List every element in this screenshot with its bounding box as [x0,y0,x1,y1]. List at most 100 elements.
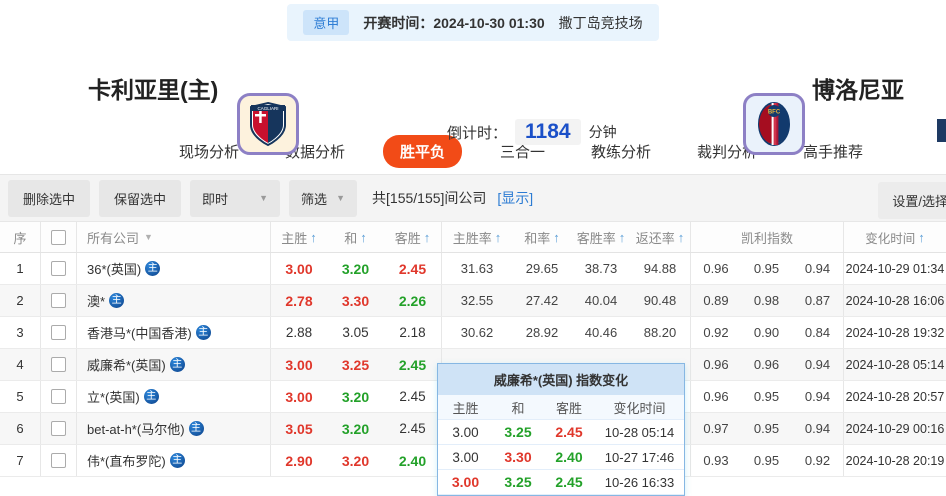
chevron-down-icon: ▼ [259,193,269,203]
row-checkbox[interactable] [40,381,76,412]
rate-value: 90.48 [643,293,677,308]
change-time: 2024-10-29 00:16 [843,413,946,444]
popup-change-time: 10-27 17:46 [604,449,675,465]
change-time: 2024-10-28 19:32 [843,317,946,348]
odds-value: 3.20 [341,452,370,469]
keep-selected-button[interactable]: 保留选中 [99,179,182,217]
header-kelly: 凯利指数 [690,222,843,252]
popup-odds-value: 3.25 [504,474,532,490]
odds-value: 2.40 [398,452,427,469]
row-checkbox[interactable] [40,317,76,348]
rate-value: 31.63 [441,253,512,284]
header-company-label: 所有公司 [87,230,140,246]
header-company[interactable]: 所有公司 ▼ [76,222,270,252]
table-row: 1 36*(英国) 主 3.00 3.20 2.45 31.63 29.65 38.73 94.8… [0,253,946,285]
company-name[interactable]: 伟*(直布罗陀) 主 [76,445,270,476]
home-team-crest: CAGLIARI [237,93,299,155]
company-name[interactable]: 澳* 主 [76,285,270,316]
countdown: 倒计时： 1184 分钟 [447,119,617,145]
header-away-label: 客胜 [394,230,421,246]
settings-button[interactable]: 设置/选择 [878,182,946,219]
company-name[interactable]: 威廉希*(英国) 主 [76,349,270,380]
header-draw-rate-label: 和率 [524,230,551,246]
tab-三合一[interactable]: 三合一 [499,143,545,161]
tab-现场分析[interactable]: 现场分析 [178,143,239,161]
kelly-value: 0.92 [690,317,741,348]
company-label: 立*(英国) [87,390,140,405]
company-name[interactable]: 36*(英国) 主 [76,253,270,284]
match-header: 卡利亚里(主) CAGLIARI 倒计时： 1184 分钟 BFC 博洛尼亚 [0,45,946,155]
kelly-value: 0.94 [804,261,831,276]
header-away-rate[interactable]: 客胜率 ↑ [572,222,630,252]
popup-odds-value: 2.45 [555,424,583,440]
sort-up-icon: ↑ [618,229,626,245]
kelly-value: 0.95 [753,453,780,468]
row-seq: 6 [16,421,24,436]
tab-裁判分析[interactable]: 裁判分析 [697,143,758,161]
chevron-down-icon: ▼ [336,193,346,203]
kelly-value: 0.96 [690,349,741,380]
popup-header-cell: 主胜 [452,400,479,416]
odds-value: 2.78 [270,285,327,316]
popup-odds-value: 3.25 [504,424,532,440]
popup-header-cell: 客胜 [555,400,582,416]
header-change-time[interactable]: 变化时间 ↑ [843,222,946,252]
table-row: 3 香港马*(中国香港) 主 2.88 3.05 2.18 30.62 28.92 40.46 8… [0,317,946,349]
show-link[interactable]: [显示] [497,190,534,206]
popup-odds-value: 2.40 [555,449,583,465]
tab-高手推荐[interactable]: 高手推荐 [803,143,864,161]
company-label: 澳* [87,294,106,309]
header-away-odds[interactable]: 客胜 ↑ [384,222,441,252]
odds-value: 2.45 [398,260,427,277]
company-label: 香港马*(中国香港) [87,326,192,341]
time-mode-dropdown[interactable]: 即时 ▼ [190,179,281,217]
change-time: 2024-10-28 20:19 [843,445,946,476]
filter-label: 筛选 [301,191,328,207]
delete-selected-button[interactable]: 删除选中 [8,179,91,217]
rate-value: 40.46 [584,325,618,340]
header-home-rate[interactable]: 主胜率 ↑ [441,222,512,252]
league-badge[interactable]: 意甲 [303,10,350,35]
svg-text:CAGLIARI: CAGLIARI [257,106,278,111]
kelly-value: 0.94 [804,357,831,372]
odds-value: 2.26 [398,292,427,309]
company-name[interactable]: bet-at-h*(马尔他) 主 [76,413,270,444]
row-checkbox[interactable] [40,413,76,444]
filter-dropdown[interactable]: 筛选 ▼ [289,179,358,217]
header-draw-odds[interactable]: 和 ↑ [327,222,384,252]
header-return-rate[interactable]: 返还率 ↑ [630,222,690,252]
header-home-odds[interactable]: 主胜 ↑ [270,222,327,252]
row-seq: 4 [16,357,24,372]
row-checkbox[interactable] [40,445,76,476]
match-info-pill: 意甲 开赛时间：2024-10-30 01:30 撒丁岛竞技场 [287,4,659,41]
odds-value: 3.05 [342,325,369,340]
tab-教练分析[interactable]: 教练分析 [591,143,652,161]
row-checkbox[interactable] [40,349,76,380]
company-name[interactable]: 香港马*(中国香港) 主 [76,317,270,348]
row-checkbox[interactable] [40,253,76,284]
tab-数据分析[interactable]: 数据分析 [284,143,345,161]
kickoff-time: 开赛时间：2024-10-30 01:30 [363,14,545,31]
tab-胜平负[interactable]: 胜平负 [382,134,462,168]
sort-up-icon: ↑ [310,229,317,245]
rate-value: 30.62 [441,317,512,348]
row-checkbox[interactable] [40,285,76,316]
company-name[interactable]: 立*(英国) 主 [76,381,270,412]
select-all-checkbox[interactable] [40,222,76,252]
company-label: 伟*(直布罗陀) [87,454,166,469]
popup-row: 3.00 3.25 2.45 10-28 05:14 [438,420,684,445]
checkbox-icon [51,453,66,468]
countdown-value: 1184 [515,119,581,145]
rate-value: 27.42 [525,293,559,308]
side-floating-widget[interactable] [937,119,946,142]
kelly-value: 0.95 [753,421,780,436]
header-draw-rate[interactable]: 和率 ↑ [512,222,572,252]
kelly-value: 0.90 [753,325,780,340]
rate-value: 38.73 [584,261,618,276]
odds-value: 2.45 [399,389,426,404]
rate-value: 28.92 [525,325,559,340]
kelly-value: 0.93 [690,445,741,476]
popup-odds-value: 3.00 [452,449,479,465]
venue-name: 撒丁岛竞技场 [558,14,643,31]
checkbox-icon [51,389,66,404]
